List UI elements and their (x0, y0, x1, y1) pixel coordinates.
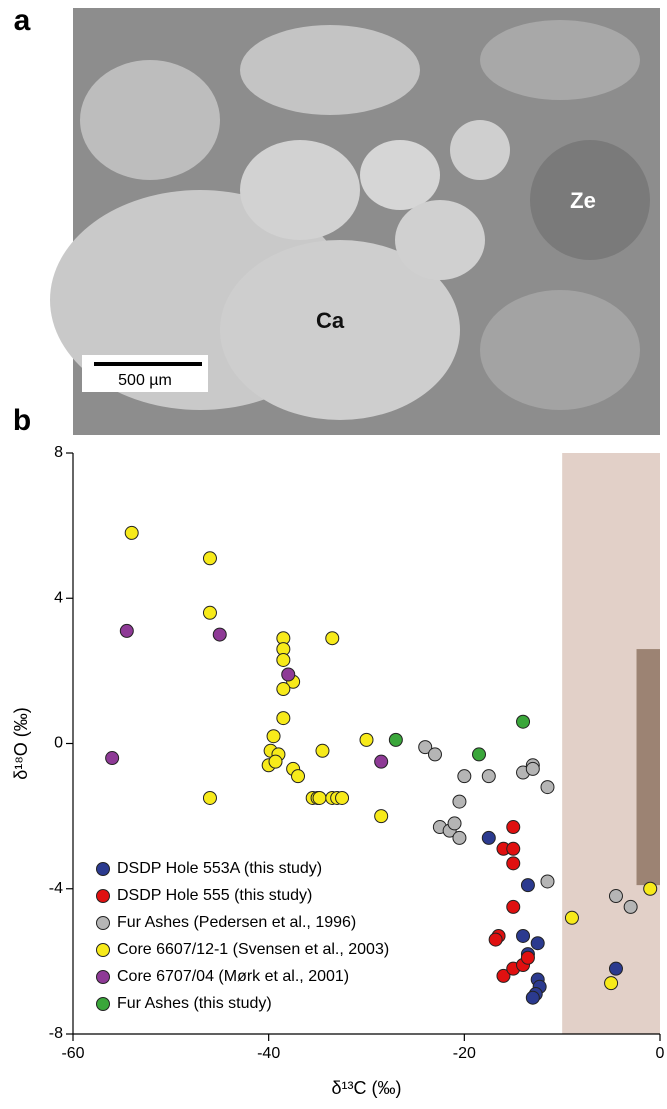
grain (530, 140, 650, 260)
y-tick-label: -4 (49, 880, 63, 897)
legend-label: DSDP Hole 553A (this study) (117, 860, 322, 877)
data-point (212, 627, 227, 642)
data-point (452, 830, 467, 845)
legend-label: Core 6607/12-1 (Svensen et al., 2003) (117, 941, 389, 958)
data-point (276, 652, 291, 667)
data-point (506, 856, 521, 871)
data-point (506, 899, 521, 914)
legend-marker (96, 970, 110, 984)
grain (395, 200, 485, 280)
x-tick-label: -20 (453, 1045, 476, 1062)
data-point (119, 623, 134, 638)
data-point (359, 732, 374, 747)
data-point (452, 794, 467, 809)
data-point (276, 711, 291, 726)
panel-label: a (14, 4, 31, 37)
x-axis-label: δ¹³C (‰) (332, 1078, 402, 1098)
data-point (418, 740, 433, 755)
data-point (540, 874, 555, 889)
y-tick-label: 8 (54, 444, 63, 461)
data-point (516, 714, 531, 729)
x-tick-label: 0 (656, 1045, 665, 1062)
data-point (335, 790, 350, 805)
data-point (472, 747, 487, 762)
data-point (374, 809, 389, 824)
grain (80, 60, 220, 180)
x-tick-label: -40 (257, 1045, 280, 1062)
scale-bar-box (82, 355, 208, 392)
data-point (124, 525, 139, 540)
mineral-label: Ze (570, 188, 596, 213)
data-point (623, 899, 638, 914)
data-point (202, 605, 217, 620)
data-point (105, 751, 120, 766)
legend-label: Fur Ashes (Pedersen et al., 1996) (117, 914, 356, 931)
data-point (315, 743, 330, 758)
data-point (291, 769, 306, 784)
data-point (202, 790, 217, 805)
data-point (457, 769, 472, 784)
grain (480, 290, 640, 410)
legend-marker (96, 889, 110, 903)
data-point (564, 910, 579, 925)
legend-label: DSDP Hole 555 (this study) (117, 887, 312, 904)
y-tick-label: 0 (54, 735, 63, 752)
data-point (481, 769, 496, 784)
data-point (202, 551, 217, 566)
grain (480, 20, 640, 100)
legend-marker (96, 943, 110, 957)
legend-marker (96, 862, 110, 876)
data-point (266, 729, 281, 744)
data-point (516, 928, 531, 943)
y-axis-label: δ¹⁸O (‰) (11, 707, 31, 780)
data-point (608, 961, 623, 976)
legend-label: Fur Ashes (this study) (117, 995, 272, 1012)
data-point (540, 780, 555, 795)
data-point (604, 976, 619, 991)
data-point (276, 682, 291, 697)
data-point (525, 990, 540, 1005)
x-tick-label: -60 (61, 1045, 84, 1062)
data-point (520, 878, 535, 893)
data-point (608, 889, 623, 904)
mineral-label: Ca (316, 308, 345, 333)
data-point (427, 747, 442, 762)
data-point (506, 820, 521, 835)
panel-label: b (13, 404, 31, 437)
grain (240, 140, 360, 240)
data-point (643, 881, 658, 896)
grain (360, 140, 440, 210)
micrograph: Ca Ze 500 µm (50, 8, 660, 435)
data-point (325, 631, 340, 646)
data-point (496, 968, 511, 983)
data-point (520, 950, 535, 965)
scale-bar-label: 500 µm (118, 372, 172, 389)
data-point (312, 790, 327, 805)
grain (450, 120, 510, 180)
data-point (481, 830, 496, 845)
grain (220, 240, 460, 420)
data-point (281, 667, 296, 682)
data-point (525, 761, 540, 776)
legend-marker (96, 916, 110, 930)
data-point (388, 732, 403, 747)
data-point (488, 932, 503, 947)
legend: DSDP Hole 553A (this study) DSDP Hole 555… (96, 860, 389, 1012)
data-point (268, 754, 283, 769)
y-tick-label: -8 (49, 1025, 63, 1042)
legend-marker (96, 997, 110, 1011)
legend-label: Core 6707/04 (Mørk et al., 2001) (117, 968, 349, 985)
data-point (506, 841, 521, 856)
data-point (374, 754, 389, 769)
data-point (530, 936, 545, 951)
shaded-region (636, 649, 660, 886)
y-tick-label: 4 (54, 589, 63, 606)
data-point (447, 816, 462, 831)
grain (240, 25, 420, 115)
